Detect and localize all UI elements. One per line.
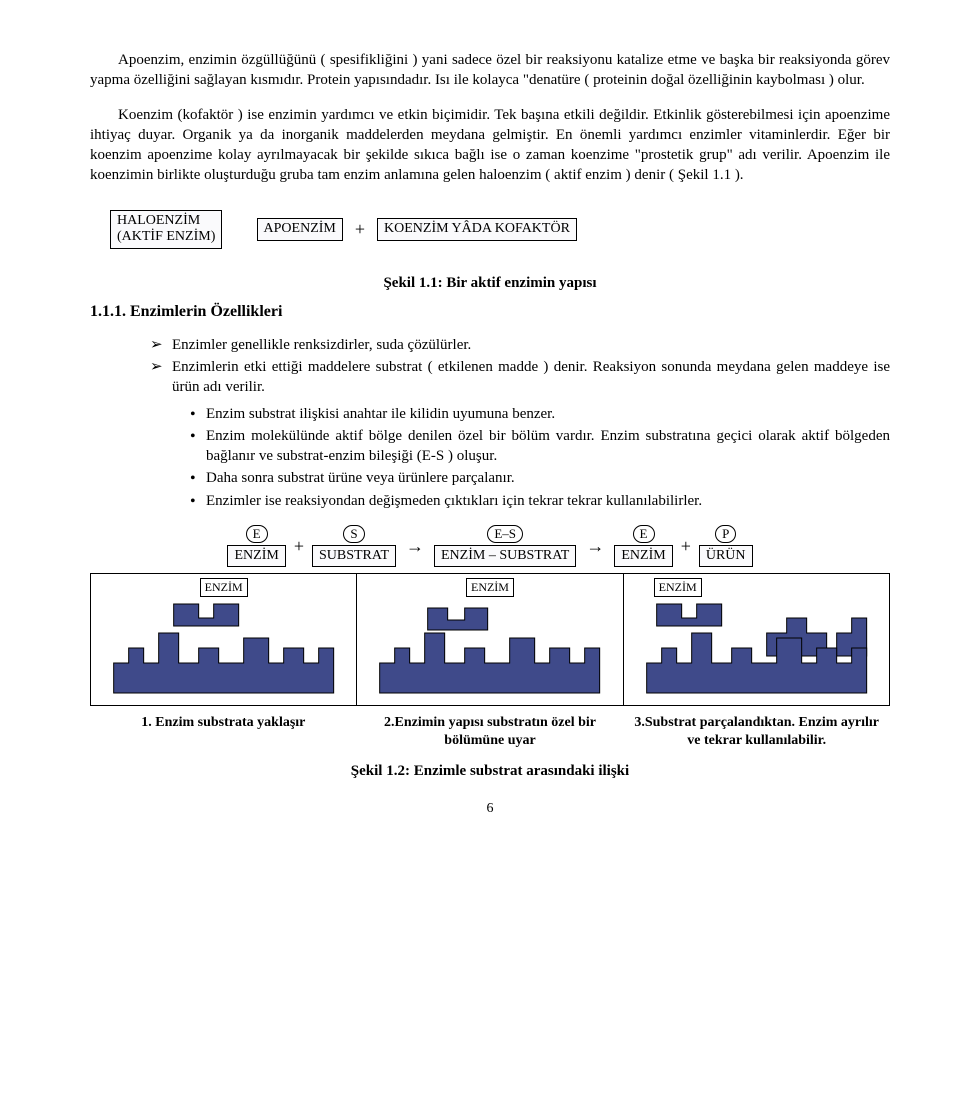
reaction-short: P xyxy=(715,525,736,543)
reaction-short: E xyxy=(633,525,655,543)
reaction-item: P ÜRÜN xyxy=(699,525,753,567)
list-item: Enzim molekülünde aktif bölge denilen öz… xyxy=(190,426,890,467)
reaction-short: E xyxy=(246,525,268,543)
panel-captions: 1. Enzim substrata yaklaşır 2.Enzimin ya… xyxy=(90,714,890,752)
reaction-long: SUBSTRAT xyxy=(312,545,396,568)
reaction-long: ENZİM xyxy=(227,545,285,568)
reaction-item: E–S ENZİM – SUBSTRAT xyxy=(434,525,576,567)
paragraph-1: Apoenzim, enzimin özgüllüğünü ( spesifik… xyxy=(90,50,890,91)
paragraph-2: Koenzim (kofaktör ) ise enzimin yardımcı… xyxy=(90,105,890,186)
plus-icon: + xyxy=(679,534,693,558)
panel-1: ENZİM xyxy=(91,574,357,704)
arrow-icon: → xyxy=(402,534,428,558)
reaction-long: ÜRÜN xyxy=(699,545,753,568)
reaction-item: E ENZİM xyxy=(614,525,672,567)
bullet-list: Enzim substrat ilişkisi anahtar ile kili… xyxy=(90,404,890,511)
panel-caption-2: 2.Enzimin yapısı substratın özel bir böl… xyxy=(357,714,624,752)
panel-caption-3: 3.Substrat parçalandıktan. Enzim ayrılır… xyxy=(623,714,890,752)
box-text: (AKTİF ENZİM) xyxy=(117,229,215,244)
arrow-icon: → xyxy=(582,534,608,558)
reaction-item: S SUBSTRAT xyxy=(312,525,396,567)
figure-caption-1: Şekil 1.1: Bir aktif enzimin yapısı xyxy=(90,273,890,293)
page-number: 6 xyxy=(90,800,890,819)
reaction-short: E–S xyxy=(487,525,523,543)
reaction-diagram: E ENZİM + S SUBSTRAT → E–S ENZİM – SUBST… xyxy=(90,525,890,567)
diagram-haloenzim: HALOENZİM (AKTİF ENZİM) + APOENZİM + KOE… xyxy=(110,210,890,250)
box-koenzim: KOENZİM YÂDA KOFAKTÖR xyxy=(377,218,577,241)
list-item: Enzimler ise reaksiyondan değişmeden çık… xyxy=(190,491,890,511)
reaction-short: S xyxy=(343,525,364,543)
enzim-label: ENZİM xyxy=(200,578,248,596)
arrow-list: Enzimler genellikle renksizdirler, suda … xyxy=(90,335,890,398)
enzim-label: ENZİM xyxy=(654,578,702,596)
list-item: Enzim substrat ilişkisi anahtar ile kili… xyxy=(190,404,890,424)
list-item: Enzimlerin etki ettiği maddelere substra… xyxy=(150,357,890,398)
reaction-long: ENZİM xyxy=(614,545,672,568)
list-item: Enzimler genellikle renksizdirler, suda … xyxy=(150,335,890,355)
panel-2: ENZİM xyxy=(357,574,623,704)
box-text: HALOENZİM xyxy=(117,213,200,228)
reaction-item: E ENZİM xyxy=(227,525,285,567)
enzim-label: ENZİM xyxy=(466,578,514,596)
section-heading: 1.1.1. Enzimlerin Özellikleri xyxy=(90,301,890,323)
panel-3: ENZİM xyxy=(624,574,889,704)
three-panel-diagram: ENZİM ENZİM ENZİM xyxy=(90,573,890,705)
plus-icon: + xyxy=(353,217,367,241)
plus-icon: + xyxy=(292,534,306,558)
figure-caption-2: Şekil 1.2: Enzimle substrat arasındaki i… xyxy=(90,761,890,781)
box-apoenzim: APOENZİM xyxy=(257,218,343,241)
reaction-long: ENZİM – SUBSTRAT xyxy=(434,545,576,568)
list-item: Daha sonra substrat ürüne veya ürünlere … xyxy=(190,468,890,488)
panel-caption-1: 1. Enzim substrata yaklaşır xyxy=(90,714,357,752)
box-haloenzim: HALOENZİM (AKTİF ENZİM) xyxy=(110,210,222,250)
